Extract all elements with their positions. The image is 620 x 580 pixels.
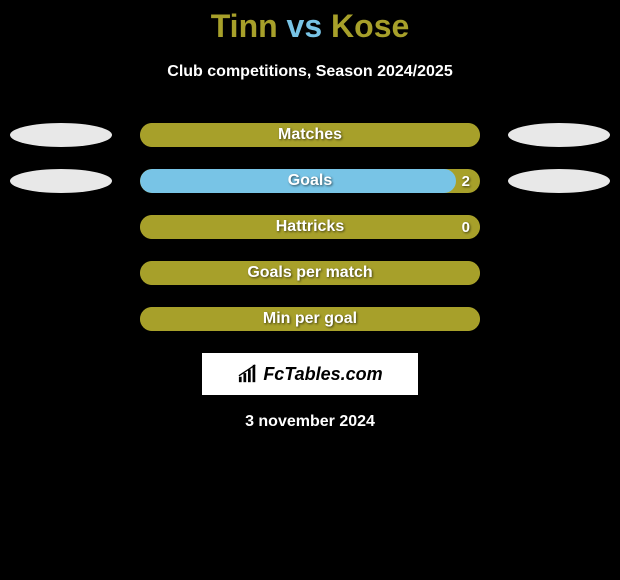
- stat-label: Hattricks: [140, 215, 480, 239]
- stats-card: Tinn vs Kose Club competitions, Season 2…: [0, 0, 620, 431]
- team2-ellipse: [508, 123, 610, 147]
- stat-row: Matches: [0, 123, 620, 147]
- team1-name: Tinn: [211, 8, 278, 44]
- stat-bar: Goals per match: [140, 261, 480, 285]
- stat-bar: Goals2: [140, 169, 480, 193]
- stat-label: Goals per match: [140, 261, 480, 285]
- stat-row: Goals2: [0, 169, 620, 193]
- stat-row: Min per goal: [0, 307, 620, 331]
- stat-label: Matches: [140, 123, 480, 147]
- vs-text: vs: [287, 8, 323, 44]
- team1-ellipse: [10, 123, 112, 147]
- match-title: Tinn vs Kose: [0, 8, 620, 45]
- bar-chart-icon: [237, 364, 259, 384]
- date-text: 3 november 2024: [0, 413, 620, 431]
- stat-label: Goals: [140, 169, 480, 193]
- stats-rows: Matches Goals2 Hattricks0 Goals per match Mi…: [0, 123, 620, 331]
- source-logo: FcTables.com: [237, 364, 382, 385]
- source-logo-box: FcTables.com: [202, 353, 418, 395]
- team2-name: Kose: [331, 8, 409, 44]
- stat-value: 2: [462, 169, 470, 193]
- team2-ellipse: [508, 169, 610, 193]
- stat-bar: Hattricks0: [140, 215, 480, 239]
- stat-value: 0: [462, 215, 470, 239]
- stat-bar: Matches: [140, 123, 480, 147]
- competition-subtitle: Club competitions, Season 2024/2025: [0, 63, 620, 81]
- team1-ellipse: [10, 169, 112, 193]
- source-logo-text: FcTables.com: [263, 364, 382, 385]
- stat-bar: Min per goal: [140, 307, 480, 331]
- stat-row: Hattricks0: [0, 215, 620, 239]
- stat-label: Min per goal: [140, 307, 480, 331]
- stat-row: Goals per match: [0, 261, 620, 285]
